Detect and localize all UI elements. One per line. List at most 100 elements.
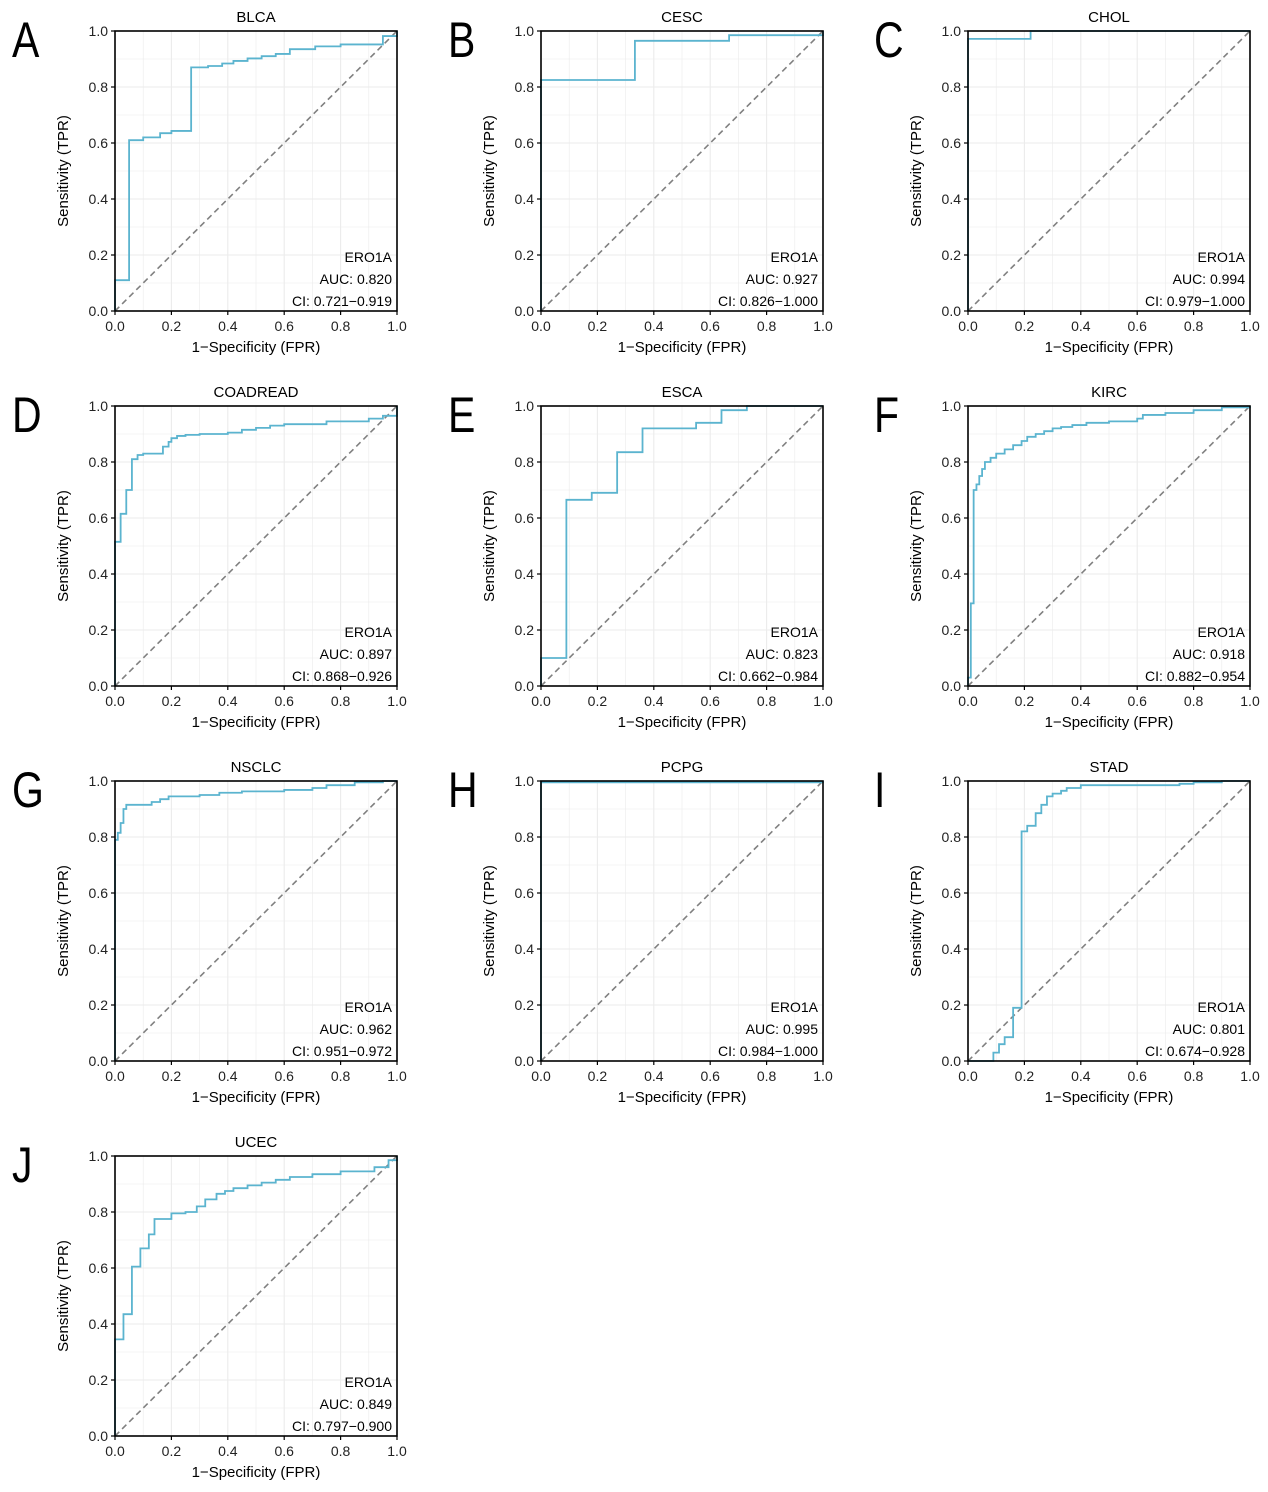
x-tick-label: 0.4 bbox=[1071, 693, 1091, 709]
roc-panel-chol: 0.0 0.2 0.4 0.6 0.8 1.0 0.0 0.2 0.4 0.6 0.8 1.0 CHOL… bbox=[874, 9, 1260, 356]
x-tick-label: 0.6 bbox=[274, 1443, 294, 1459]
y-tick-label: 1.0 bbox=[942, 23, 962, 39]
y-tick-label: 0.4 bbox=[89, 941, 109, 957]
y-axis-label: Sensitivity (TPR) bbox=[908, 115, 925, 227]
x-tick-label: 0.2 bbox=[1015, 1068, 1035, 1084]
y-tick-label: 0.6 bbox=[515, 135, 535, 151]
panel-letter: G bbox=[12, 762, 44, 818]
y-tick-label: 0.4 bbox=[89, 1316, 109, 1332]
diagonal-reference-line bbox=[540, 30, 824, 312]
y-tick-label: 0.8 bbox=[89, 1204, 109, 1220]
x-tick-label: 1.0 bbox=[387, 1443, 407, 1459]
x-tick-label: 0.4 bbox=[1071, 1068, 1091, 1084]
x-tick-label: 0.2 bbox=[588, 318, 608, 334]
diagonal-reference-line bbox=[967, 30, 1251, 312]
y-axis-label: Sensitivity (TPR) bbox=[481, 865, 498, 977]
x-tick-label: 0.8 bbox=[331, 693, 351, 709]
y-tick-label: 0.6 bbox=[515, 510, 535, 526]
plot-frame bbox=[114, 780, 398, 1062]
roc-curve bbox=[540, 405, 823, 686]
y-tick-label: 0.0 bbox=[89, 1428, 109, 1444]
panel-title: STAD bbox=[1090, 759, 1129, 776]
y-tick-label: 0.0 bbox=[89, 303, 109, 319]
plot-frame bbox=[967, 405, 1251, 687]
x-tick-label: 0.0 bbox=[105, 693, 125, 709]
y-tick-label: 0.0 bbox=[89, 1053, 109, 1069]
plot-frame bbox=[114, 30, 398, 312]
x-tick-label: 0.0 bbox=[105, 1443, 125, 1459]
panel-letter: H bbox=[448, 762, 478, 818]
roc-panel-stad: 0.0 0.2 0.4 0.6 0.8 1.0 0.0 0.2 0.4 0.6 0.8 1.0 STAD… bbox=[874, 759, 1260, 1106]
x-tick-label: 1.0 bbox=[813, 318, 833, 334]
x-tick-label: 0.6 bbox=[274, 693, 294, 709]
panel-letter: J bbox=[12, 1137, 32, 1193]
y-tick-label: 0.4 bbox=[89, 191, 109, 207]
x-axis-label: 1−Specificity (FPR) bbox=[1045, 339, 1174, 356]
x-axis-label: 1−Specificity (FPR) bbox=[618, 1089, 747, 1106]
x-axis-label: 1−Specificity (FPR) bbox=[192, 714, 321, 731]
y-tick-label: 0.6 bbox=[89, 510, 109, 526]
diagonal-reference-line bbox=[967, 405, 1251, 687]
panel-title: BLCA bbox=[236, 9, 275, 26]
x-tick-label: 1.0 bbox=[387, 318, 407, 334]
x-tick-label: 0.4 bbox=[644, 1068, 664, 1084]
panel-letter: E bbox=[448, 387, 475, 443]
x-tick-label: 0.8 bbox=[331, 318, 351, 334]
x-tick-label: 0.2 bbox=[588, 1068, 608, 1084]
legend-gene-label: ERO1A bbox=[345, 249, 393, 265]
x-axis-label: 1−Specificity (FPR) bbox=[618, 339, 747, 356]
panel-title: ESCA bbox=[662, 384, 703, 401]
legend-auc-label: AUC: 0.820 bbox=[320, 271, 393, 287]
x-tick-label: 0.0 bbox=[105, 1068, 125, 1084]
x-tick-label: 0.6 bbox=[1127, 693, 1147, 709]
legend-ci-label: CI: 0.868−0.926 bbox=[292, 668, 392, 684]
y-tick-label: 0.8 bbox=[515, 454, 535, 470]
diagonal-reference-line bbox=[114, 1155, 398, 1437]
y-tick-label: 1.0 bbox=[89, 23, 109, 39]
panel-title: UCEC bbox=[235, 1134, 278, 1151]
y-tick-label: 0.0 bbox=[515, 678, 535, 694]
y-axis-label: Sensitivity (TPR) bbox=[55, 490, 72, 602]
legend-ci-label: CI: 0.984−1.000 bbox=[718, 1043, 818, 1059]
legend-ci-label: CI: 0.662−0.984 bbox=[718, 668, 818, 684]
x-tick-label: 0.8 bbox=[757, 1068, 777, 1084]
roc-panel-coadread: 0.0 0.2 0.4 0.6 0.8 1.0 0.0 0.2 0.4 0.6 0.8 1.0 COAD… bbox=[12, 384, 407, 731]
legend-gene-label: ERO1A bbox=[1198, 624, 1246, 640]
y-tick-label: 0.0 bbox=[942, 1053, 962, 1069]
x-tick-label: 0.2 bbox=[588, 693, 608, 709]
y-tick-label: 0.4 bbox=[515, 566, 535, 582]
x-tick-label: 0.6 bbox=[1127, 1068, 1147, 1084]
y-tick-label: 0.6 bbox=[942, 510, 962, 526]
roc-curve bbox=[114, 406, 398, 686]
x-tick-label: 0.6 bbox=[700, 1068, 720, 1084]
y-tick-label: 0.4 bbox=[515, 941, 535, 957]
x-tick-label: 0.4 bbox=[1071, 318, 1091, 334]
x-tick-label: 0.0 bbox=[958, 318, 978, 334]
x-tick-label: 0.4 bbox=[644, 693, 664, 709]
legend-ci-label: CI: 0.951−0.972 bbox=[292, 1043, 392, 1059]
x-tick-label: 0.4 bbox=[218, 693, 238, 709]
y-tick-label: 0.4 bbox=[942, 941, 962, 957]
plot-frame bbox=[540, 780, 824, 1062]
legend-auc-label: AUC: 0.918 bbox=[1173, 646, 1246, 662]
y-axis-label: Sensitivity (TPR) bbox=[481, 115, 498, 227]
roc-curve bbox=[968, 780, 1250, 1062]
legend-gene-label: ERO1A bbox=[771, 999, 819, 1015]
y-tick-label: 0.8 bbox=[89, 79, 109, 95]
x-tick-label: 1.0 bbox=[387, 1068, 407, 1084]
legend-gene-label: ERO1A bbox=[771, 624, 819, 640]
x-tick-label: 0.0 bbox=[531, 693, 551, 709]
legend-ci-label: CI: 0.826−1.000 bbox=[718, 293, 818, 309]
legend-auc-label: AUC: 0.994 bbox=[1173, 271, 1246, 287]
x-axis-label: 1−Specificity (FPR) bbox=[618, 714, 747, 731]
y-tick-label: 0.2 bbox=[89, 1372, 109, 1388]
y-tick-label: 0.4 bbox=[89, 566, 109, 582]
plot-frame bbox=[540, 405, 824, 687]
x-tick-label: 0.8 bbox=[757, 693, 777, 709]
panel-letter: C bbox=[874, 12, 904, 68]
y-tick-label: 0.2 bbox=[942, 622, 962, 638]
x-axis-label: 1−Specificity (FPR) bbox=[1045, 714, 1174, 731]
panel-letter: A bbox=[12, 12, 40, 68]
x-axis-label: 1−Specificity (FPR) bbox=[192, 339, 321, 356]
